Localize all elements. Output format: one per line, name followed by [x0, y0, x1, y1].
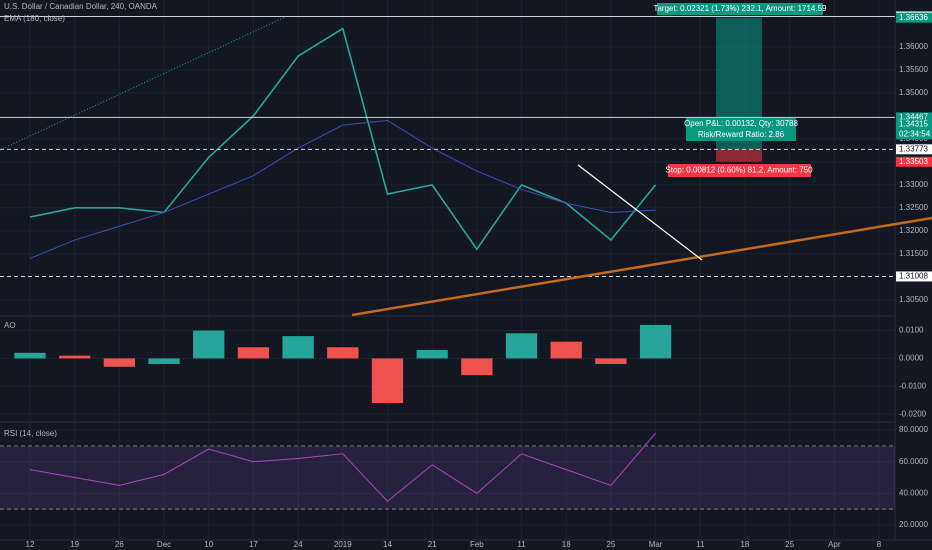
y-tick-label: -0.0200	[899, 409, 927, 418]
pane-title: RSI (14, close)	[4, 429, 57, 438]
trend-line	[577, 164, 703, 261]
price-tag-label: 1.34467	[899, 113, 928, 122]
chart-title: U.S. Dollar / Canadian Dollar, 240, OAND…	[4, 2, 158, 11]
y-tick-label: 0.0100	[899, 326, 924, 335]
y-tick-label: 1.33000	[899, 180, 928, 189]
y-tick-label: 1.35500	[899, 65, 928, 74]
x-tick-label: 12	[26, 540, 35, 549]
ao-bar	[416, 350, 448, 359]
x-tick-label: 8	[877, 540, 882, 549]
x-tick-label: 2019	[334, 540, 352, 549]
trend-line	[351, 216, 932, 317]
x-tick-label: 11	[517, 540, 526, 549]
ao-bar	[595, 358, 627, 364]
x-tick-label: 21	[428, 540, 437, 549]
ao-bar	[639, 324, 672, 359]
x-tick-label: 11	[696, 540, 705, 549]
y-tick-label: 1.32500	[899, 203, 928, 212]
y-tick-label: 1.35000	[899, 88, 928, 97]
y-tick-label: 0.0000	[899, 354, 924, 363]
price-tag-label: 1.34315	[899, 119, 928, 128]
ao-bar	[371, 358, 404, 403]
pane-title: AO	[4, 321, 16, 330]
y-tick-label: 1.32000	[899, 226, 928, 235]
ao-bar	[193, 330, 225, 359]
pnl-label: Open P&L: 0.00132, Qty: 30788	[684, 119, 798, 128]
ao-bar	[327, 347, 359, 359]
y-tick-label: 1.31500	[899, 249, 928, 258]
price-tag-label: 1.36636	[899, 13, 928, 22]
price-tag	[896, 119, 932, 130]
price-tag	[896, 156, 932, 167]
countdown-label: 02:34:54	[899, 129, 931, 138]
target-box	[657, 3, 823, 15]
x-tick-label: 17	[249, 540, 258, 549]
rsi-line	[29, 432, 656, 502]
y-tick-label: 1.30500	[899, 295, 928, 304]
pnl-box	[686, 118, 796, 141]
price-tag-label: 1.31008	[899, 272, 928, 281]
x-tick-label: 14	[383, 540, 392, 549]
y-tick-label: 60.0000	[899, 457, 928, 466]
ao-bar	[59, 355, 91, 359]
y-tick-label: 80.0000	[899, 425, 928, 434]
ema-line	[29, 119, 656, 259]
x-tick-label: Mar	[649, 540, 663, 549]
stop-box	[668, 164, 811, 177]
x-tick-label: 19	[70, 540, 79, 549]
price-tag-label: 1.33503	[899, 157, 928, 166]
ao-bar	[282, 336, 314, 359]
x-tick-label: 18	[740, 540, 749, 549]
ao-bar	[103, 358, 136, 367]
indicator-label: EMA (180, close)	[4, 14, 65, 23]
ao-bar	[550, 341, 582, 359]
ao-bar	[505, 333, 538, 359]
y-tick-label: 20.0000	[899, 520, 928, 529]
x-tick-label: 26	[115, 540, 124, 549]
x-tick-label: Feb	[470, 540, 484, 549]
price-tag	[896, 271, 932, 282]
price-tag-label: 1.33773	[899, 144, 928, 153]
y-tick-label: 40.0000	[899, 488, 928, 497]
price-tag	[896, 144, 932, 155]
x-tick-label: Dec	[157, 540, 171, 549]
x-tick-label: Apr	[828, 540, 841, 549]
y-tick-label: -0.0100	[899, 381, 927, 390]
x-tick-label: 24	[294, 540, 303, 549]
ao-bar	[237, 347, 270, 359]
stop-zone	[716, 149, 762, 162]
x-tick-label: 18	[562, 540, 571, 549]
x-tick-label: 25	[606, 540, 615, 549]
countdown-tag	[896, 129, 932, 140]
target-label: Target: 0.02321 (1.73%) 232.1, Amount: 1…	[653, 4, 827, 13]
x-tick-label: 25	[785, 540, 794, 549]
ao-bar	[461, 358, 493, 376]
ao-bar	[14, 352, 46, 359]
x-tick-label: 10	[204, 540, 213, 549]
ao-bar	[148, 358, 180, 364]
price-tag	[896, 12, 932, 23]
stop-label: Stop: 0.00812 (0.60%) 81.2, Amount: 750	[665, 166, 813, 175]
y-tick-label: 1.36000	[899, 42, 928, 51]
price-line	[29, 27, 657, 251]
ratio-label: Risk/Reward Ratio: 2.86	[698, 130, 785, 139]
rsi-band	[0, 445, 895, 510]
price-tag	[896, 112, 932, 123]
